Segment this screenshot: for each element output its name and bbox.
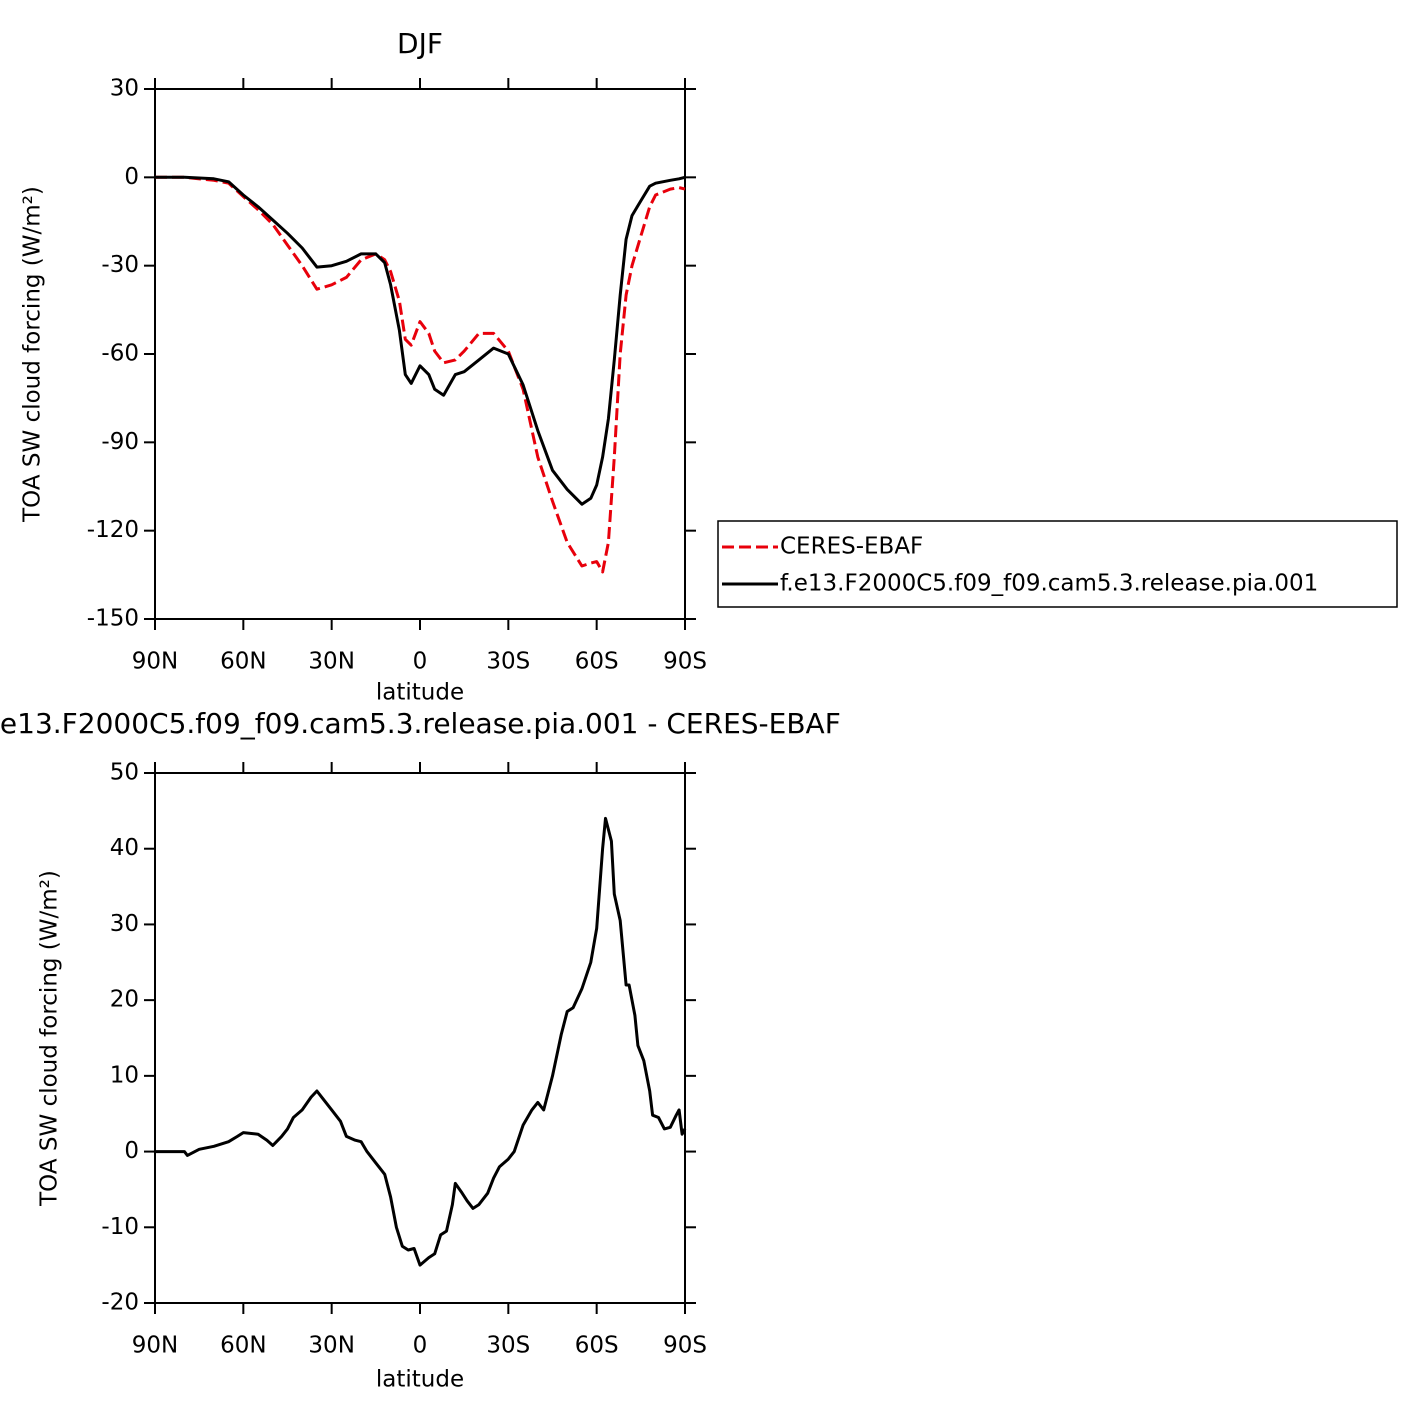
x-tick-label: 60S	[575, 1333, 619, 1359]
data-line	[155, 175, 686, 574]
x-tick-label: 30N	[308, 649, 354, 675]
y-tick-label: 10	[110, 1062, 139, 1088]
plot-frame	[154, 772, 686, 1304]
x-tick-label: 60N	[220, 649, 266, 675]
x-tick-label: 90S	[663, 649, 707, 675]
y-tick-label: -60	[101, 341, 139, 367]
y-tick-label: 50	[110, 760, 139, 786]
legend-label: CERES-EBAF	[780, 534, 923, 560]
y-tick-label: 40	[110, 835, 139, 861]
y-tick-label: -10	[101, 1214, 139, 1240]
x-tick-label: 30S	[486, 649, 530, 675]
y-tick-label: 30	[110, 911, 139, 937]
x-tick-label: 0	[413, 649, 428, 675]
x-tick-label: 30S	[486, 1333, 530, 1359]
y-tick-label: -20	[101, 1290, 139, 1316]
y-axis-label: TOA SW cloud forcing (W/m²)	[37, 870, 63, 1207]
y-tick-label: -90	[101, 429, 139, 455]
data-line	[155, 175, 686, 506]
y-tick-label: -30	[101, 252, 139, 278]
x-tick-label: 90N	[132, 649, 178, 675]
x-tick-label: 0	[413, 1333, 428, 1359]
y-axis-label: TOA SW cloud forcing (W/m²)	[20, 186, 46, 523]
x-axis-label: latitude	[376, 680, 464, 706]
legend-label: f.e13.F2000C5.f09_f09.cam5.3.release.pia…	[780, 571, 1318, 597]
x-tick-label: 60S	[575, 649, 619, 675]
y-tick-label: 0	[124, 164, 139, 190]
x-axis-label: latitude	[376, 1367, 464, 1393]
y-tick-label: -150	[87, 606, 139, 632]
chart-title: f.e13.F2000C5.f09_f09.cam5.3.release.pia…	[0, 707, 841, 740]
y-tick-label: -120	[87, 517, 139, 543]
data-line	[155, 816, 687, 1267]
x-tick-label: 60N	[220, 1333, 266, 1359]
x-tick-label: 30N	[308, 1333, 354, 1359]
plot-frame	[154, 88, 686, 620]
x-tick-label: 90N	[132, 1333, 178, 1359]
legend-box	[717, 520, 1398, 608]
chart-title: DJF	[397, 27, 443, 60]
y-tick-label: 0	[124, 1138, 139, 1164]
y-tick-label: 30	[110, 76, 139, 102]
x-tick-label: 90S	[663, 1333, 707, 1359]
y-tick-label: 20	[110, 987, 139, 1013]
